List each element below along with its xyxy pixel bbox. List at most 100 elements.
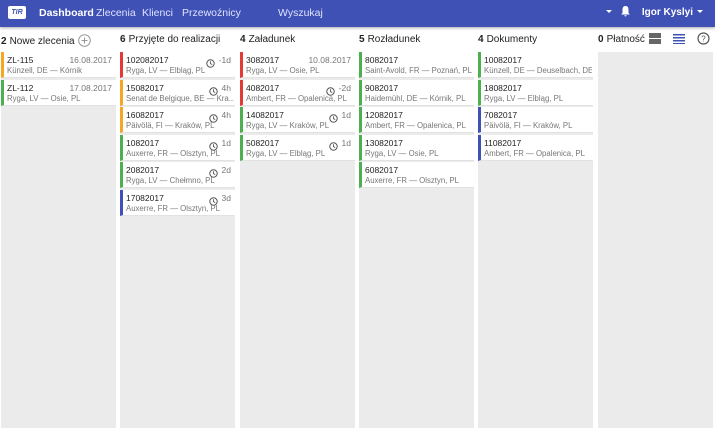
column-count: 6 <box>120 34 126 45</box>
time-left: -2d <box>338 82 351 93</box>
order-card[interactable]: 11082017 Ambert, FR — Opalenica, PL <box>478 134 593 161</box>
clock-icon <box>208 169 218 178</box>
order-route: Ryga, LV — Elbląg, PL <box>126 66 206 75</box>
clock <box>208 138 218 156</box>
column-count: 5 <box>359 34 365 45</box>
clock <box>328 110 338 128</box>
column-title: Nowe zlecenia <box>9 36 75 47</box>
order-route: Ryga, LV — Osie, PL <box>246 66 320 75</box>
order-card[interactable]: 17082017 3d Auxerre, FR — Olsztyn, PL <box>120 189 235 216</box>
time-left: -1d <box>218 55 231 65</box>
order-card[interactable]: 18082017 Ryga, LV — Elbląg, PL <box>478 79 593 106</box>
order-id: 2082017 <box>126 165 160 175</box>
help-icon[interactable]: ? <box>697 32 710 45</box>
user-menu[interactable]: Igor Kyslyi <box>641 7 693 18</box>
clock-icon <box>326 86 335 96</box>
order-route: Päivölä, FI — Kraków, PL <box>126 121 215 130</box>
search[interactable]: Wyszukaj <box>278 7 323 19</box>
column-count: 0 <box>598 34 604 45</box>
order-id: 9082017 <box>365 82 399 93</box>
add-icon[interactable] <box>77 34 91 47</box>
clock <box>208 193 218 211</box>
order-card[interactable]: 4082017 -2d Ambert, FR — Opalenica, PL <box>240 79 355 106</box>
order-route: Auxerre, FR — Olsztyn, PL <box>126 203 221 213</box>
time-left: 4h <box>221 110 231 120</box>
order-card[interactable]: 16082017 4h Päivölä, FI — Kraków, PL <box>120 107 235 133</box>
order-route: Päivölä, FI — Kraków, PL <box>484 121 573 130</box>
order-route: Ryga, LV — Kraków, PL <box>246 121 330 130</box>
add-order-button[interactable] <box>75 34 91 47</box>
clock-icon <box>206 59 215 68</box>
order-card[interactable]: 7082017 Päivölä, FI — Kraków, PL <box>478 107 593 133</box>
column-count: 4 <box>478 34 484 45</box>
column-header: 6 Przyjęte do realizacji <box>120 34 220 45</box>
user-caret[interactable] <box>696 7 704 15</box>
column-count: 4 <box>240 34 246 45</box>
order-card[interactable]: 15082017 4h Senat de Belgique, BE — Kra... <box>120 79 235 106</box>
order-card[interactable]: 5082017 1d Ryga, LV — Elbląg, PL <box>240 134 355 161</box>
view-board-icon[interactable] <box>649 33 661 44</box>
dropdown-caret[interactable] <box>605 7 613 15</box>
order-id: 6082017 <box>365 165 399 175</box>
column-panel: ZL-115 16.08.2017 Künzell, DE — Kórnik ZL-1… <box>1 52 116 428</box>
clock-icon <box>208 141 218 151</box>
order-id: 16082017 <box>126 110 164 120</box>
order-route: Ryga, LV — Chełmno, PL <box>126 176 215 185</box>
nav-item[interactable]: Klienci <box>142 7 173 19</box>
time-left: 4h <box>221 82 231 93</box>
order-card[interactable]: ZL-115 16.08.2017 Künzell, DE — Kórnik <box>1 52 116 78</box>
clock-icon <box>208 114 218 123</box>
clock <box>326 83 335 101</box>
order-card[interactable]: 102082017 -1d Ryga, LV — Elbląg, PL <box>120 52 235 78</box>
time-left: 1d <box>341 137 351 148</box>
order-card[interactable]: 2082017 2d Ryga, LV — Chełmno, PL <box>120 162 235 188</box>
order-route: Auxerre, FR — Olsztyn, PL <box>126 148 221 158</box>
column-panel <box>598 52 713 428</box>
order-route: Haidemühl, DE — Kórnik, PL <box>365 93 466 103</box>
order-id: 13082017 <box>365 137 403 148</box>
nav-item[interactable]: Zlecenia <box>96 7 136 19</box>
time-left: 2d <box>221 165 231 175</box>
column-header: 5 Rozładunek <box>359 34 420 45</box>
order-card[interactable]: 3082017 10.08.2017 Ryga, LV — Osie, PL <box>240 52 355 78</box>
order-id: 15082017 <box>126 82 164 93</box>
column-panel: 102082017 -1d Ryga, LV — Elbląg, PL 1508201… <box>120 52 235 428</box>
order-route: Ambert, FR — Opalenica, PL <box>484 148 585 158</box>
order-card[interactable]: 10082017 Künzell, DE — Deuselbach, DE <box>478 52 593 78</box>
order-route: Senat de Belgique, BE — Kra... <box>126 93 234 103</box>
view-list-icon[interactable] <box>673 33 685 44</box>
order-date: 16.08.2017 <box>69 55 112 65</box>
nav-item[interactable]: Przewoźnicy <box>182 7 241 19</box>
column-count: 2 <box>1 36 7 47</box>
order-card[interactable]: 9082017 Haidemühl, DE — Kórnik, PL <box>359 79 474 106</box>
navbar: TIR Dashboard Zlecenia Klienci Przewoźni… <box>0 0 715 27</box>
order-id: ZL-112 <box>7 82 34 93</box>
order-card[interactable]: 8082017 Saint-Avold, FR — Poznań, PL <box>359 52 474 78</box>
column-header: 2 Nowe zlecenia <box>1 34 91 47</box>
order-route: Ryga, LV — Osie, PL <box>7 93 81 103</box>
column-title: Rozładunek <box>367 34 421 45</box>
order-card[interactable]: 14082017 1d Ryga, LV — Kraków, PL <box>240 107 355 133</box>
order-id: 5082017 <box>246 137 280 148</box>
order-id: ZL-115 <box>7 55 34 65</box>
order-id: 4082017 <box>246 82 280 93</box>
order-card[interactable]: 1082017 1d Auxerre, FR — Olsztyn, PL <box>120 134 235 161</box>
order-route: Künzell, DE — Deuselbach, DE <box>484 66 592 75</box>
logo[interactable]: TIR <box>8 6 26 19</box>
order-card[interactable]: ZL-112 17.08.2017 Ryga, LV — Osie, PL <box>1 79 116 106</box>
order-card[interactable]: 6082017 Auxerre, FR — Olsztyn, PL <box>359 162 474 188</box>
column-panel: 3082017 10.08.2017 Ryga, LV — Osie, PL 4082… <box>240 52 355 428</box>
column-panel: 8082017 Saint-Avold, FR — Poznań, PL 90820… <box>359 52 474 428</box>
order-route: Auxerre, FR — Olsztyn, PL <box>365 176 460 185</box>
clock-icon <box>208 196 218 206</box>
order-card[interactable]: 12082017 Ambert, FR — Opalenica, PL <box>359 107 474 133</box>
nav-item[interactable]: Dashboard <box>39 7 94 19</box>
order-date: 17.08.2017 <box>69 82 112 93</box>
notifications-icon[interactable] <box>620 5 631 17</box>
clock <box>208 110 218 128</box>
order-card[interactable]: 13082017 Ryga, LV — Osie, PL <box>359 134 474 161</box>
time-left: 1d <box>221 137 231 148</box>
order-id: 3082017 <box>246 55 280 65</box>
order-id: 1082017 <box>126 137 160 148</box>
time-left: 3d <box>221 192 231 203</box>
